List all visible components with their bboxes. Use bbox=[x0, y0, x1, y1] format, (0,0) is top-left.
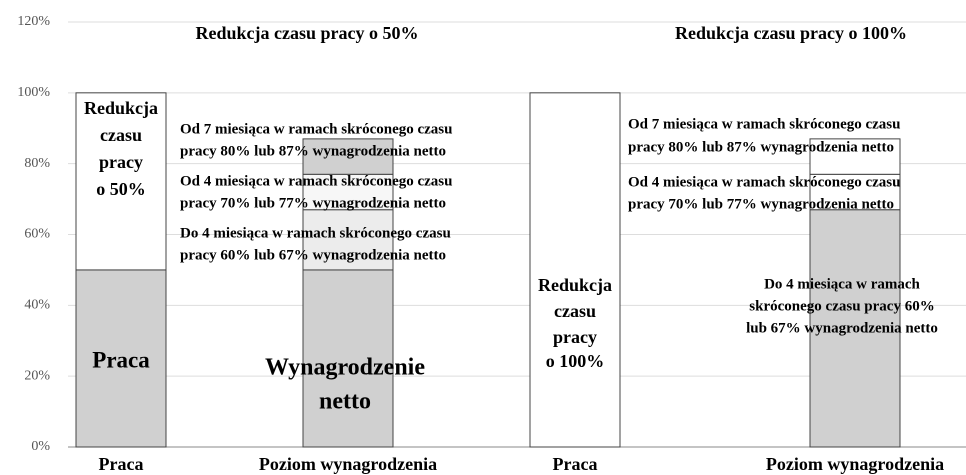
bar-segment bbox=[75, 92, 167, 271]
y-tick-label: 120% bbox=[17, 14, 50, 29]
annotation: lub 67% wynagrodzenia netto bbox=[746, 320, 938, 336]
annotation: czasu bbox=[100, 125, 142, 145]
annotation: pracy bbox=[553, 327, 597, 347]
y-tick-label: 60% bbox=[24, 227, 50, 242]
y-tick-label: 20% bbox=[24, 368, 50, 383]
annotation: netto bbox=[319, 389, 371, 415]
x-tick-label: Praca bbox=[553, 454, 598, 474]
annotation: Redukcja bbox=[84, 98, 158, 118]
annotation: Od 4 miesiąca w ramach skróconego czasu bbox=[180, 173, 452, 189]
x-tick-label: Poziom wynagrodzenia bbox=[259, 454, 437, 474]
annotation: Redukcja czasu pracy o 100% bbox=[675, 23, 907, 43]
annotation: pracy 80% lub 87% wynagrodzenia netto bbox=[180, 143, 446, 159]
annotation: czasu bbox=[554, 301, 596, 321]
annotation: pracy 70% lub 77% wynagrodzenia netto bbox=[180, 195, 446, 211]
bar-segment bbox=[809, 173, 901, 211]
annotation: o 50% bbox=[96, 179, 146, 199]
annotation: skróconego czasu pracy 60% bbox=[749, 298, 934, 314]
y-tick-label: 40% bbox=[24, 298, 50, 313]
annotation: Redukcja bbox=[538, 275, 612, 295]
bar-segment bbox=[809, 138, 901, 175]
bar-segment bbox=[529, 92, 621, 448]
annotation: Do 4 miesiąca w ramach bbox=[764, 276, 920, 292]
annotation: Od 7 miesiąca w ramach skróconego czasu bbox=[180, 121, 452, 137]
y-tick-label: 80% bbox=[24, 156, 50, 171]
y-tick-label: 100% bbox=[17, 85, 50, 100]
bar-segment bbox=[302, 173, 394, 211]
y-tick-label: 0% bbox=[31, 439, 50, 454]
annotation: Od 4 miesiąca w ramach skróconego czasu bbox=[628, 174, 900, 190]
x-tick-label: Poziom wynagrodzenia bbox=[766, 454, 944, 474]
annotation: Redukcja czasu pracy o 50% bbox=[196, 23, 419, 43]
annotation: pracy 70% lub 77% wynagrodzenia netto bbox=[628, 196, 894, 212]
x-tick-label: Praca bbox=[99, 454, 144, 474]
bar-segment bbox=[302, 138, 394, 175]
annotation: Wynagrodzenie bbox=[265, 355, 425, 381]
annotation: pracy 80% lub 87% wynagrodzenia netto bbox=[628, 139, 894, 155]
bar-segment bbox=[302, 209, 394, 271]
annotation: Do 4 miesiąca w ramach skróconego czasu bbox=[180, 225, 451, 241]
bar-segment bbox=[809, 209, 901, 448]
bar-segment bbox=[75, 269, 167, 448]
annotation: Od 7 miesiąca w ramach skróconego czasu bbox=[628, 116, 900, 132]
annotation: pracy bbox=[99, 152, 143, 172]
bar-segment bbox=[302, 269, 394, 448]
annotation: pracy 60% lub 67% wynagrodzenia netto bbox=[180, 247, 446, 263]
annotation: o 100% bbox=[546, 351, 605, 371]
annotation: Praca bbox=[92, 347, 150, 372]
